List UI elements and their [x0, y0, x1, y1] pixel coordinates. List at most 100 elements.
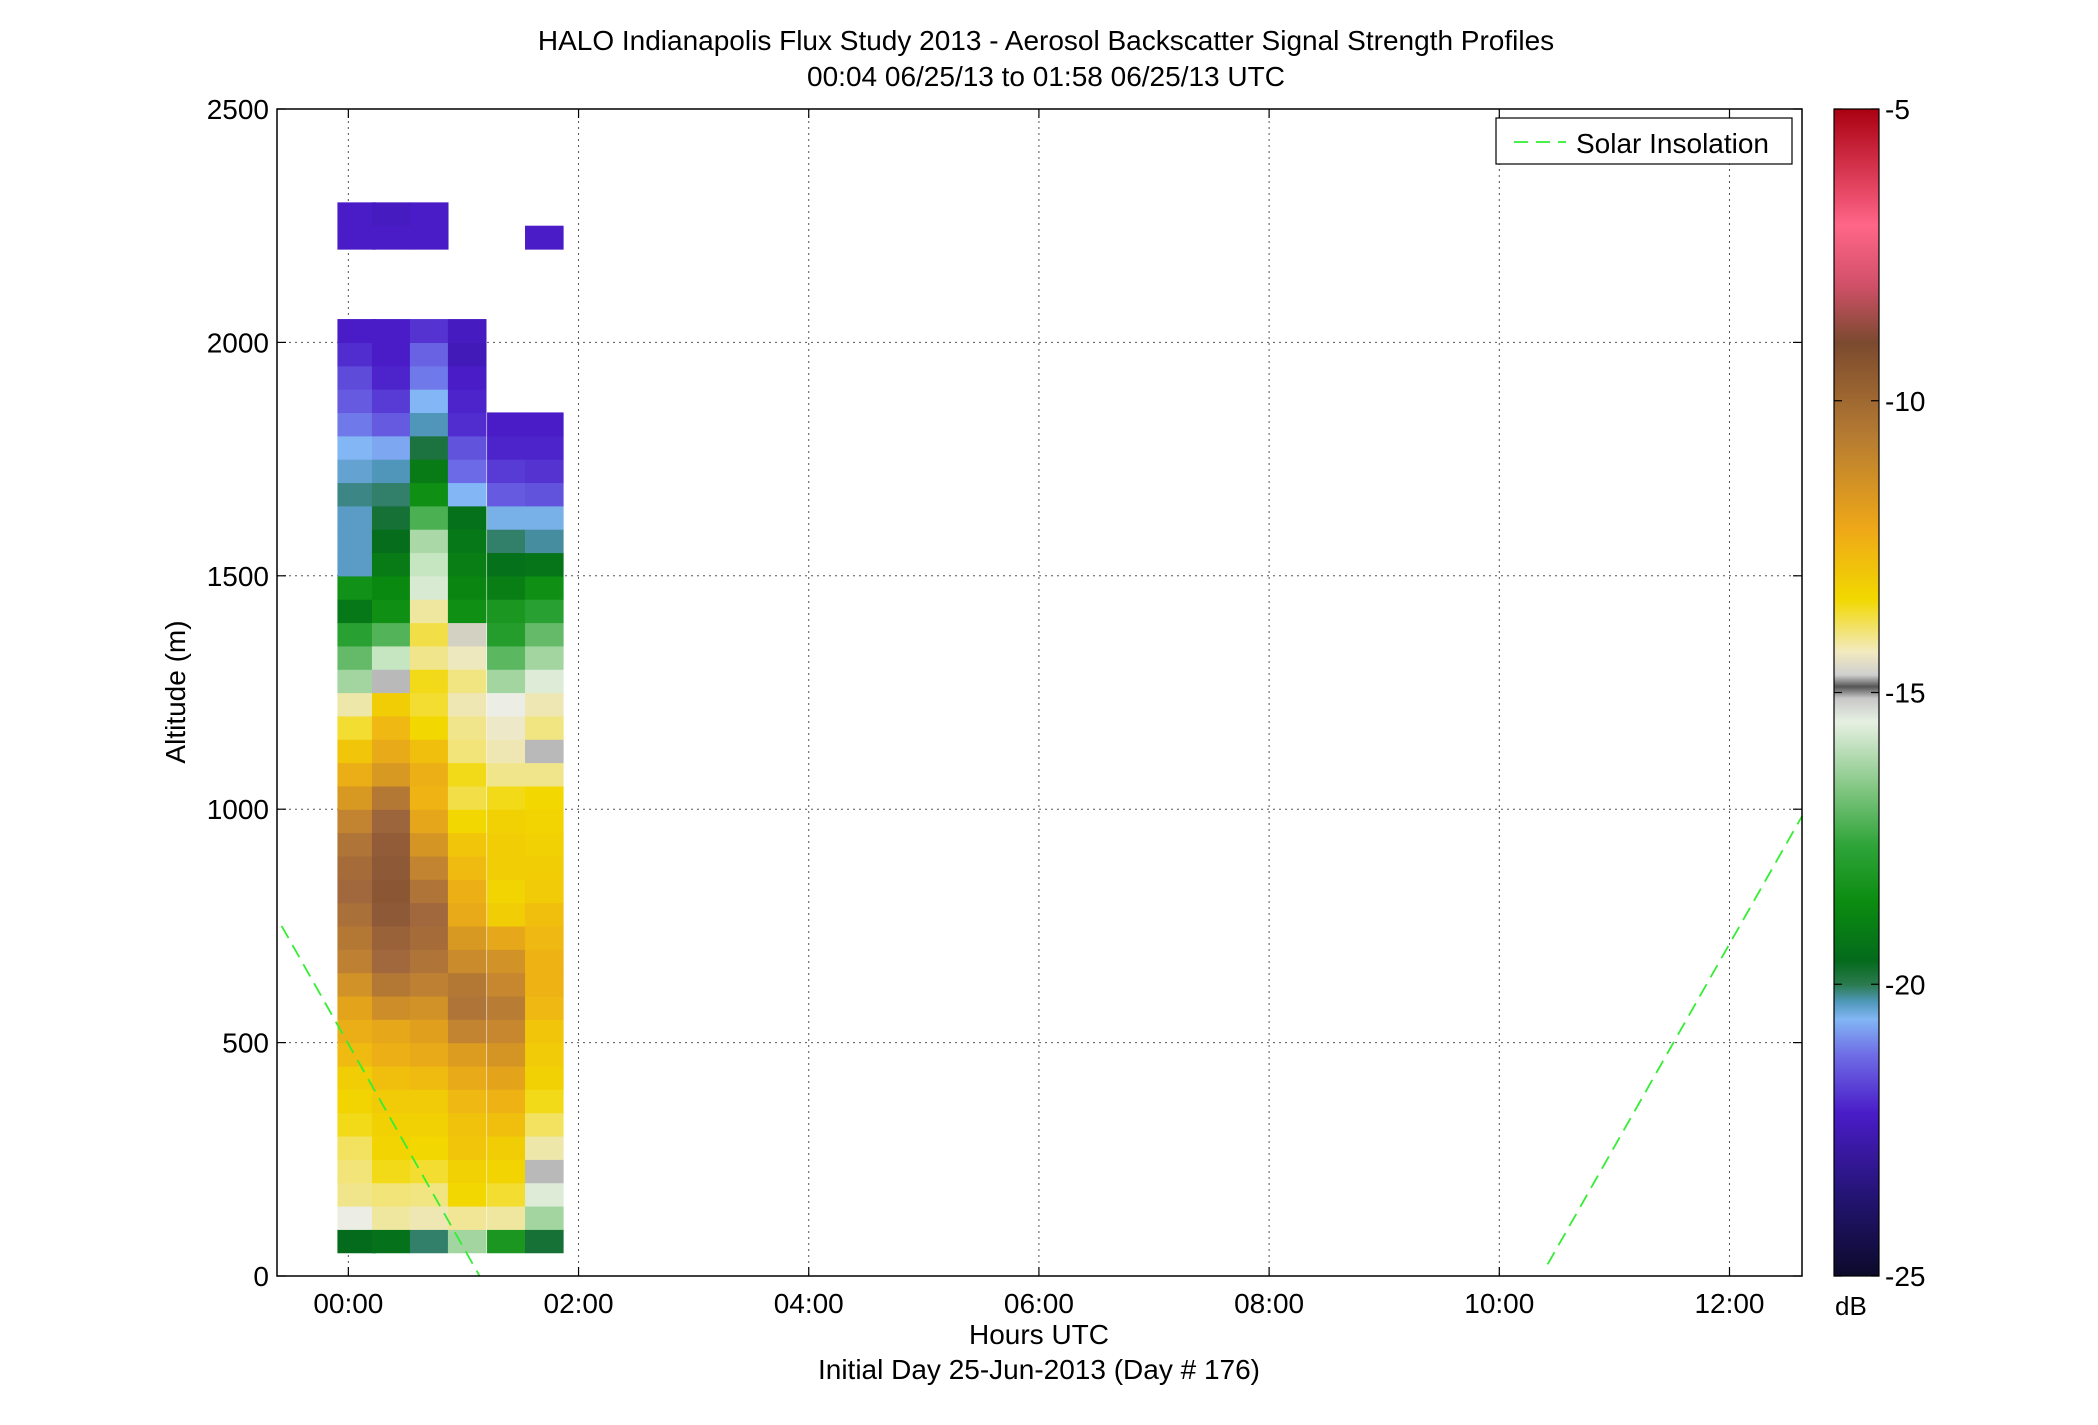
heatmap-cell — [409, 762, 449, 787]
heatmap-cell — [487, 1159, 526, 1184]
heatmap-cell — [371, 645, 411, 670]
heatmap-cell — [525, 1112, 564, 1137]
heatmap-cell — [337, 645, 377, 670]
heatmap-cell — [525, 1205, 564, 1230]
heatmap-cell — [337, 1159, 377, 1184]
heatmap-cell — [409, 1089, 449, 1114]
heatmap-cell — [447, 1205, 487, 1230]
heatmap-cell — [487, 995, 526, 1020]
heatmap-cell — [447, 832, 487, 857]
axis-ticks — [277, 108, 1802, 1277]
heatmap-cell — [409, 739, 449, 764]
heatmap-cell — [447, 599, 487, 624]
y-tick-label: 500 — [222, 1028, 269, 1059]
heatmap-cell — [487, 832, 526, 857]
heatmap-cell — [409, 1159, 449, 1184]
heatmap-cell — [337, 832, 377, 857]
y-tick-label: 2500 — [207, 94, 269, 125]
heatmap-cell — [337, 319, 377, 343]
heatmap-cell — [371, 669, 411, 694]
heatmap-cell — [337, 739, 377, 764]
heatmap-cell — [525, 879, 564, 904]
heatmap-cell — [409, 459, 449, 484]
heatmap-cell — [371, 435, 411, 460]
heatmap-cell — [447, 1019, 487, 1044]
heatmap-cell — [371, 1135, 411, 1160]
heatmap-cell — [487, 1135, 526, 1160]
heatmap-cell — [371, 692, 411, 717]
heatmap-cell — [337, 599, 377, 624]
y-tick-label: 1500 — [207, 561, 269, 592]
heatmap-cell — [337, 902, 377, 927]
heatmap-cell — [525, 785, 564, 810]
heatmap-cell — [337, 202, 377, 227]
heatmap-cell — [487, 622, 526, 647]
heatmap-cell — [525, 1089, 564, 1114]
x-tick-label: 10:00 — [1464, 1288, 1534, 1319]
heatmap-cell — [409, 692, 449, 717]
heatmap-cell — [409, 645, 449, 670]
heatmap-cell — [447, 435, 487, 460]
heatmap-cell — [447, 762, 487, 787]
colorbar-tick-label: -15 — [1885, 678, 1925, 709]
heatmap-cell — [337, 1019, 377, 1044]
heatmap-cell — [409, 435, 449, 460]
heatmap-cell — [337, 1112, 377, 1137]
heatmap-cell — [447, 1042, 487, 1067]
heatmap-cell — [337, 505, 377, 530]
heatmap-cell — [525, 1229, 564, 1254]
heatmap-cell — [525, 1042, 564, 1067]
heatmap-cell — [337, 1042, 377, 1067]
heatmap-cell — [487, 809, 526, 834]
heatmap-cell — [487, 692, 526, 717]
heatmap-cell — [447, 855, 487, 880]
heatmap-cell — [371, 1019, 411, 1044]
heatmap-cell — [371, 1159, 411, 1184]
heatmap-cell — [447, 1089, 487, 1114]
y-tick-label: 2000 — [207, 327, 269, 358]
heatmap-cell — [487, 1089, 526, 1114]
heatmap-cell — [371, 575, 411, 600]
heatmap-cell — [409, 832, 449, 857]
heatmap-cell — [371, 949, 411, 974]
heatmap-cell — [525, 459, 564, 484]
heatmap-cell — [409, 1135, 449, 1160]
y-tick-label: 0 — [253, 1261, 269, 1292]
heatmap-cell — [525, 1182, 564, 1207]
heatmap-cell — [447, 739, 487, 764]
heatmap-cell — [337, 1229, 377, 1254]
heatmap-cell — [525, 225, 564, 250]
heatmap-cell — [487, 1112, 526, 1137]
heatmap-cell — [371, 879, 411, 904]
heatmap-cell — [337, 715, 377, 740]
heatmap-cell — [371, 459, 411, 484]
heatmap-cell — [337, 389, 377, 414]
heatmap-cell — [337, 785, 377, 810]
y-tick-labels: 0 500 1000 1500 2000 2500 — [207, 94, 269, 1292]
heatmap-cell — [525, 715, 564, 740]
heatmap-cell — [487, 762, 526, 787]
heatmap-cell — [447, 645, 487, 670]
heatmap-cell — [409, 809, 449, 834]
legend-label-solar: Solar Insolation — [1576, 128, 1769, 159]
heatmap-cell — [447, 1112, 487, 1137]
heatmap-cell — [525, 949, 564, 974]
heatmap-cell — [409, 902, 449, 927]
heatmap-cell — [487, 482, 526, 507]
heatmap-cell — [447, 972, 487, 997]
heatmap-cell — [409, 482, 449, 507]
heatmap-cell — [487, 902, 526, 927]
heatmap-cells — [337, 202, 564, 1254]
heatmap-cell — [447, 365, 487, 390]
chart-title: HALO Indianapolis Flux Study 2013 - Aero… — [538, 25, 1554, 56]
heatmap-cell — [447, 529, 487, 554]
heatmap-cell — [337, 669, 377, 694]
heatmap-cell — [409, 785, 449, 810]
heatmap-cell — [409, 622, 449, 647]
heatmap-cell — [371, 1042, 411, 1067]
heatmap-cell — [337, 225, 377, 250]
x-tick-label: 00:00 — [313, 1288, 383, 1319]
heatmap-cell — [447, 1229, 487, 1254]
heatmap-cell — [525, 855, 564, 880]
